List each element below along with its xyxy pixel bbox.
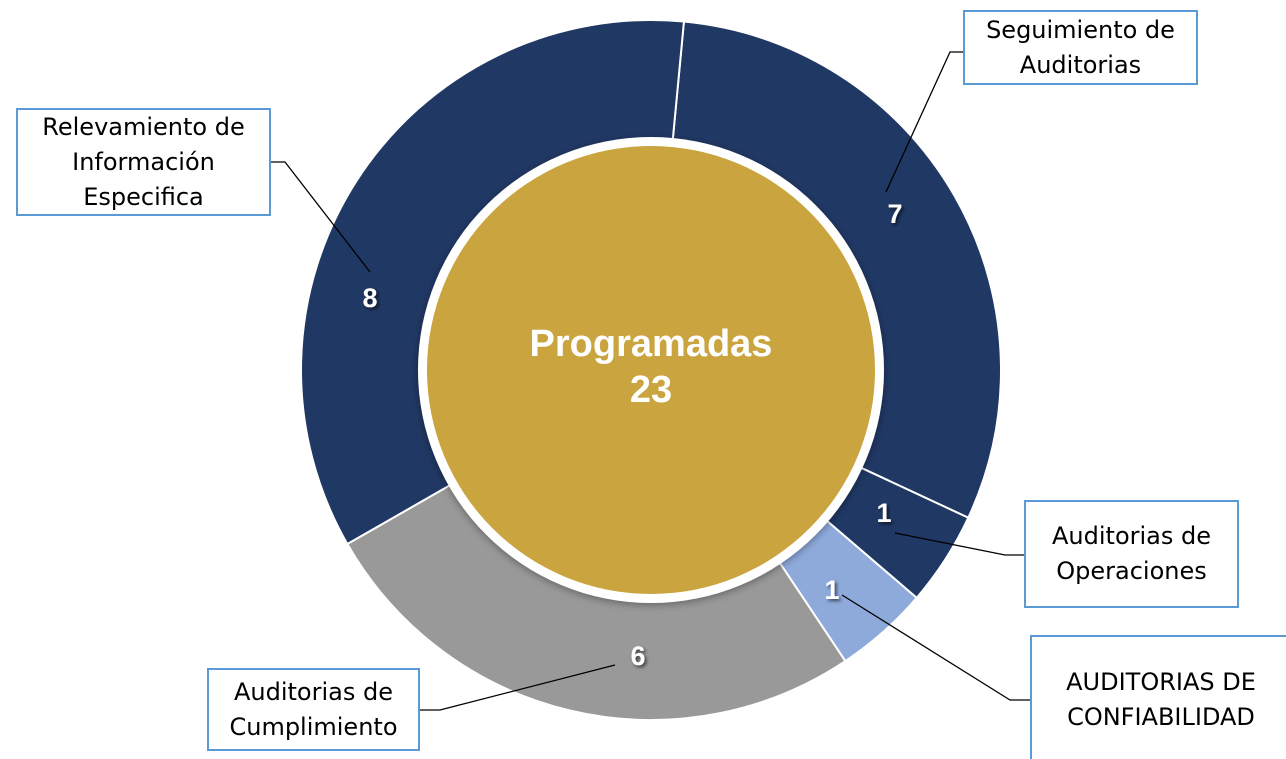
category-label: Relevamiento de Información Especifica bbox=[16, 108, 271, 216]
center-value: 23 bbox=[630, 369, 672, 411]
value-label: 1 bbox=[824, 575, 839, 605]
center-circle bbox=[427, 146, 875, 594]
leader-line bbox=[271, 161, 371, 273]
value-label: 1 bbox=[876, 498, 891, 528]
leader-line bbox=[841, 594, 1030, 701]
center-label: Programadas bbox=[530, 323, 773, 365]
category-label: AUDITORIAS DE CONFIABILIDAD bbox=[1030, 635, 1286, 759]
category-label: Seguimiento de Auditorias bbox=[963, 10, 1198, 85]
leader-line bbox=[885, 51, 963, 193]
value-label: 6 bbox=[630, 641, 645, 671]
value-label: 8 bbox=[362, 283, 377, 313]
category-label: Auditorias de Operaciones bbox=[1024, 500, 1239, 608]
category-label: Auditorias de Cumplimiento bbox=[207, 668, 420, 751]
leader-line bbox=[894, 532, 1024, 556]
value-label: 7 bbox=[887, 199, 902, 229]
leader-line bbox=[420, 664, 616, 711]
